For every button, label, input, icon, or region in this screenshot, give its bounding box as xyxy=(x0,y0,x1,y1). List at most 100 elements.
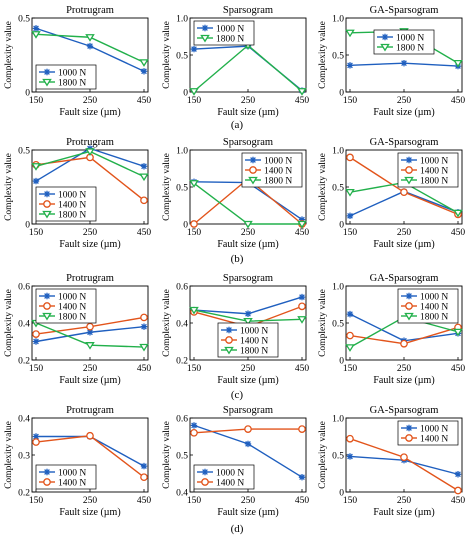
y-axis-label: Complexity value xyxy=(318,289,328,357)
data-point-series_1000 xyxy=(298,474,306,481)
legend-marker xyxy=(249,156,257,164)
data-point-series_1800 xyxy=(85,148,95,156)
y-tick-label: 0.4 xyxy=(176,489,188,499)
legend-marker xyxy=(381,33,389,41)
data-point-series_1000 xyxy=(190,422,198,429)
y-tick-label: 1.0 xyxy=(332,283,344,293)
y-tick-label: 0 xyxy=(25,221,30,231)
x-tick-label: 250 xyxy=(397,228,412,238)
y-axis-label: Complexity value xyxy=(162,421,172,489)
legend-marker xyxy=(404,176,414,185)
legend-label: 1000 N xyxy=(420,156,448,166)
legend-label: 1800 N xyxy=(240,346,268,356)
legend-label: 1800 N xyxy=(420,312,448,322)
y-tick-label: 0.6 xyxy=(18,283,30,293)
data-point-series_1000 xyxy=(86,329,94,336)
data-point-series_1000 xyxy=(400,59,408,67)
x-tick-label: 250 xyxy=(397,364,412,374)
legend-label: 1400 N xyxy=(216,478,244,488)
data-point-series_1000 xyxy=(32,177,40,185)
y-tick-label: 0 xyxy=(183,221,188,231)
legend-label: 1000 N xyxy=(420,424,448,434)
legend-label: 1000 N xyxy=(58,68,86,78)
x-tick-label: 150 xyxy=(29,496,44,506)
panel-title: Protrugram xyxy=(66,405,114,416)
x-axis-label: Fault size (µm) xyxy=(373,107,434,118)
series-line-series_1000 xyxy=(193,181,303,221)
x-axis-label: Fault size (µm) xyxy=(217,507,278,518)
x-axis-label: Fault size (µm) xyxy=(217,375,278,386)
x-tick-label: 450 xyxy=(137,228,152,238)
data-point-series_1400 xyxy=(346,434,354,443)
y-axis-label: Complexity value xyxy=(4,289,14,357)
row-label: (c) xyxy=(231,389,244,401)
data-point-series_1400 xyxy=(86,322,94,331)
x-tick-label: 150 xyxy=(343,96,358,106)
panel-a-protrugram: Protrugram 0 0.5 150 250 450 Fault size (µm) Co… xyxy=(4,5,151,118)
x-tick-label: 250 xyxy=(83,496,98,506)
legend-label: 1400 N xyxy=(264,166,292,176)
data-point-series_1400 xyxy=(140,196,148,205)
data-point-series_1000 xyxy=(244,440,252,448)
data-point-series_1400 xyxy=(140,313,148,322)
data-point-series_1800 xyxy=(189,180,199,188)
data-point-series_1400 xyxy=(454,486,462,495)
y-axis-label: Complexity value xyxy=(318,153,328,221)
data-point-series_1000 xyxy=(32,25,40,32)
x-tick-label: 450 xyxy=(451,96,466,106)
x-tick-label: 150 xyxy=(187,496,202,506)
data-point-series_1800 xyxy=(189,306,199,315)
x-tick-label: 450 xyxy=(451,228,466,238)
y-axis-label: Complexity value xyxy=(4,21,14,89)
panel-c-protrugram: Protrugram 0.2 0.4 0.6 150 250 450 Fault size (… xyxy=(4,273,151,386)
legend-label: 1400 N xyxy=(58,200,86,210)
panel-title: Sparsogram xyxy=(223,273,273,284)
data-point-series_1000 xyxy=(298,293,306,301)
y-axis-label: Complexity value xyxy=(162,153,172,221)
legend-marker xyxy=(405,292,413,300)
y-tick-label: 1.0 xyxy=(332,147,344,157)
legend-label: 1800 N xyxy=(58,78,86,88)
row-label: (b) xyxy=(231,253,244,265)
data-point-series_1400 xyxy=(298,425,306,433)
x-tick-label: 250 xyxy=(83,364,98,374)
row-label: (d) xyxy=(231,523,244,535)
series-line-series_1000 xyxy=(193,45,303,92)
x-tick-label: 150 xyxy=(187,228,202,238)
x-tick-label: 150 xyxy=(29,364,44,374)
x-tick-label: 150 xyxy=(29,96,44,106)
legend-marker xyxy=(404,312,414,321)
data-point-series_1400 xyxy=(86,431,94,440)
panel-title: Sparsogram xyxy=(223,137,273,148)
legend-label: 1000 N xyxy=(58,292,86,302)
panel-a-sparsogram: Sparsogram 0 0.5 1.0 150 250 450 Fault size (µm… xyxy=(162,5,309,118)
data-point-series_1800 xyxy=(243,220,253,229)
data-point-series_1400 xyxy=(400,339,408,348)
panel-title: Protrugram xyxy=(66,137,114,148)
panel-title: GA-Sparsogram xyxy=(370,137,439,148)
y-axis-label: Complexity value xyxy=(4,153,14,221)
legend-marker xyxy=(380,43,390,52)
data-point-series_1400 xyxy=(190,220,198,228)
x-tick-label: 250 xyxy=(397,96,412,106)
legend-marker xyxy=(43,68,51,76)
y-tick-label: 0.4 xyxy=(18,415,30,425)
legend-label: 1800 N xyxy=(58,210,86,220)
data-point-series_1400 xyxy=(400,188,408,197)
legend-label: 1800 N xyxy=(420,176,448,186)
y-tick-label: 0 xyxy=(25,89,30,99)
panel-title: GA-Sparsogram xyxy=(370,405,439,416)
y-tick-label: 0.4 xyxy=(18,320,30,330)
data-point-series_1400 xyxy=(190,428,198,437)
x-axis-label: Fault size (µm) xyxy=(217,239,278,250)
legend-marker xyxy=(405,302,413,310)
data-point-series_1000 xyxy=(140,323,148,330)
x-tick-label: 150 xyxy=(29,228,44,238)
